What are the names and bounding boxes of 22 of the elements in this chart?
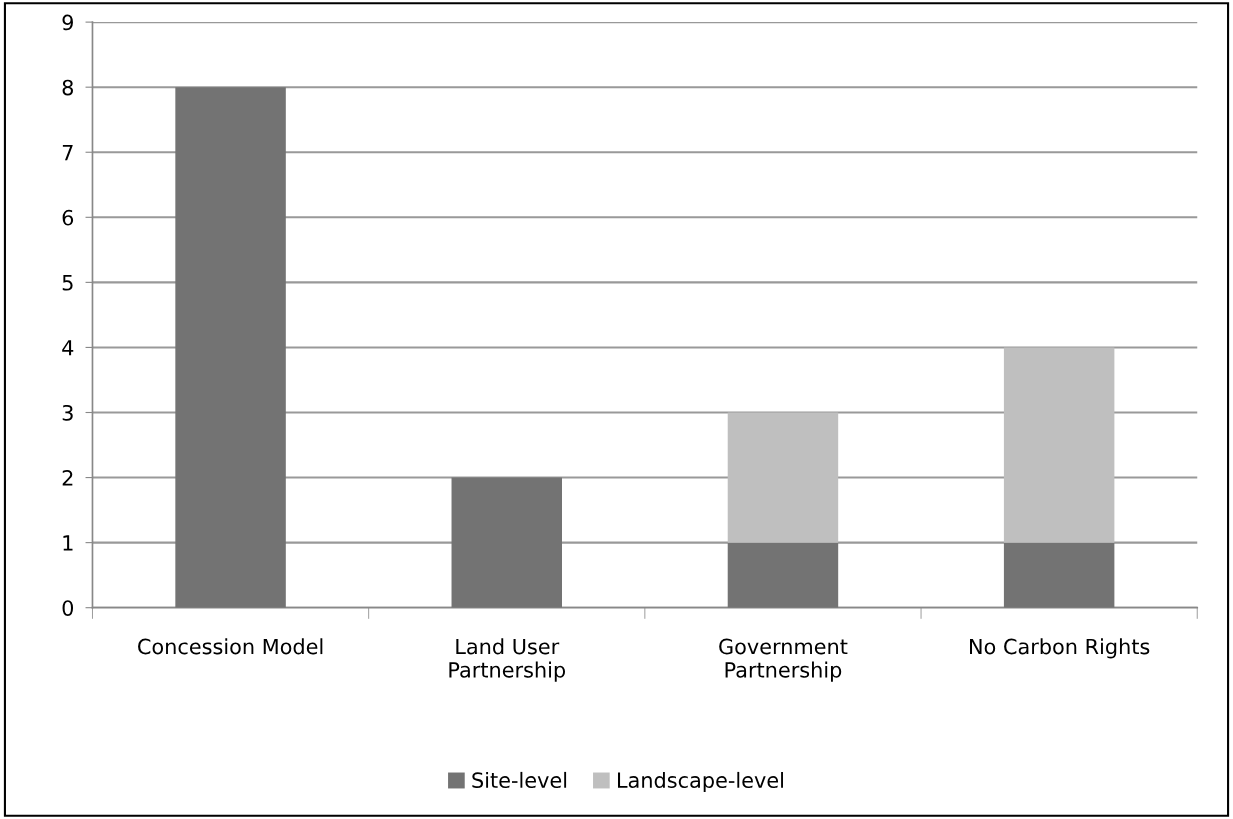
y-tick-label: 4 <box>62 340 74 356</box>
y-tick-label: 3 <box>62 404 73 421</box>
y-tick-label: 7 <box>62 144 73 161</box>
y-tick-label: 2 <box>62 470 73 486</box>
bar <box>1003 542 1115 608</box>
bar <box>727 542 839 608</box>
bar <box>727 412 839 543</box>
y-tick-label: 1 <box>63 535 73 551</box>
x-tick-label: No Carbon Rights <box>970 638 1150 659</box>
legend-label: Site-level <box>472 771 567 789</box>
legend-label: Landscape-level <box>618 771 783 793</box>
x-tick-label: Land User Partnership <box>449 638 566 682</box>
y-tick-label: 6 <box>62 209 74 226</box>
bar <box>1003 347 1115 543</box>
x-tick-label: Concession Model <box>138 638 323 655</box>
y-tick-label: 9 <box>62 14 73 31</box>
x-tick-label: Government Partnership <box>719 638 848 682</box>
y-tick-label: 0 <box>62 600 74 616</box>
y-tick-label: 5 <box>62 275 73 291</box>
y-tick-label: 8 <box>62 79 73 96</box>
bar <box>175 87 286 608</box>
bar <box>451 477 562 608</box>
